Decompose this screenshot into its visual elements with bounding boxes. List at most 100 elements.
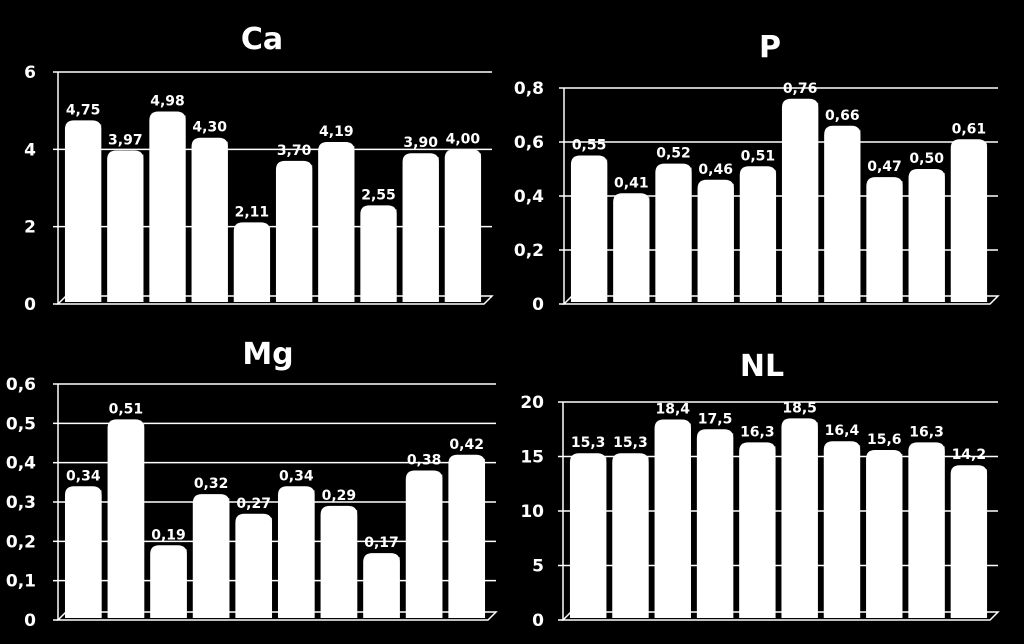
nl-tick-label: 20 (520, 393, 544, 413)
ca-bar (233, 222, 271, 302)
mg-bar (150, 545, 187, 618)
p-value-label: 0,47 (867, 159, 902, 175)
ca-value-label: 4,30 (192, 120, 227, 136)
mg-tick-label: 0,4 (6, 454, 36, 474)
mg-floor (56, 611, 498, 621)
ca-bar (64, 120, 102, 302)
p-bar (908, 169, 945, 302)
nl-value-label: 16,3 (740, 424, 775, 440)
nl-value-label: 16,3 (909, 424, 944, 440)
p-value-label: 0,52 (656, 146, 691, 162)
mg-value-label: 0,38 (407, 453, 442, 469)
nl-bar (908, 442, 945, 618)
mg-value-label: 0,34 (279, 468, 314, 484)
nl-tick-label: 10 (520, 502, 544, 522)
mg-bar (363, 553, 400, 618)
ca-bar (318, 141, 355, 302)
ca-chart-panel: Ca 0 2 4 6 4,75 3,97 4,98 4,30 2,11 3,70 4,19 2,55 3… (24, 22, 494, 315)
p-value-label: 0,50 (909, 151, 944, 167)
mg-value-label: 0,34 (66, 468, 101, 484)
mg-bar (192, 494, 230, 618)
nl-value-label: 14,2 (952, 447, 987, 463)
ca-tick-label: 6 (24, 63, 36, 83)
nl-value-label: 18,5 (782, 400, 817, 416)
mg-value-label: 0,51 (109, 401, 144, 417)
mg-tick-label: 0,1 (6, 572, 36, 592)
nl-bar (950, 465, 988, 618)
mg-bar (235, 513, 273, 618)
mg-bar (448, 454, 486, 618)
nl-value-label: 15,6 (867, 432, 902, 448)
p-tick-label: 0 (532, 295, 544, 315)
p-bar (613, 193, 650, 302)
ca-value-label: 3,90 (403, 135, 438, 151)
ca-floor (56, 295, 494, 305)
nl-value-label: 15,3 (571, 435, 606, 451)
mg-chart-title: Mg (242, 337, 293, 372)
nl-bar (612, 453, 649, 618)
p-bar (781, 98, 819, 302)
p-bar (739, 166, 777, 302)
mg-tick-label: 0,6 (6, 375, 36, 395)
nl-bar (654, 419, 691, 618)
ca-value-label: 3,97 (108, 132, 143, 148)
nl-floor (561, 611, 1000, 621)
p-tick-label: 0,2 (514, 241, 544, 261)
p-tick-label: 0,6 (514, 133, 544, 153)
nl-tick-label: 5 (532, 557, 544, 577)
p-value-label: 0,51 (741, 148, 776, 164)
p-tick-label: 0,4 (514, 187, 544, 207)
nl-bar (569, 453, 607, 618)
p-value-label: 0,41 (614, 175, 649, 191)
p-bar (824, 125, 861, 302)
ca-bar (275, 160, 313, 302)
p-value-label: 0,66 (825, 108, 860, 124)
nl-chart-panel: NL 0 5 10 15 20 15,3 15,3 18,4 17,5 16,3 18,5 16,4 1… (520, 349, 1000, 631)
ca-value-label: 4,19 (319, 124, 354, 140)
ca-value-label: 3,70 (277, 143, 312, 159)
nl-value-label: 18,4 (655, 401, 690, 417)
ca-value-label: 4,98 (150, 93, 185, 109)
nl-tick-label: 15 (520, 448, 544, 468)
mg-value-label: 0,42 (449, 437, 484, 453)
mg-value-label: 0,32 (194, 476, 229, 492)
ca-bar (402, 153, 439, 302)
ca-chart-title: Ca (241, 22, 283, 57)
p-bar (655, 163, 692, 302)
p-chart-title: P (759, 30, 781, 65)
mg-tick-label: 0,5 (6, 414, 36, 434)
nl-value-label: 16,4 (825, 423, 860, 439)
ca-value-label: 2,55 (361, 187, 396, 203)
nl-value-label: 17,5 (698, 411, 733, 427)
ca-bar (444, 149, 482, 302)
nl-tick-label: 0 (532, 611, 544, 631)
mg-bar (320, 505, 358, 618)
p-bar (866, 177, 903, 302)
ca-tick-label: 2 (24, 218, 36, 238)
ca-value-label: 4,00 (446, 131, 481, 147)
ca-bar (191, 137, 228, 302)
mg-value-label: 0,27 (236, 496, 271, 512)
p-bar (950, 139, 988, 302)
p-value-label: 0,76 (783, 81, 818, 97)
nl-bar (781, 418, 818, 618)
nl-value-label: 15,3 (613, 435, 648, 451)
ca-value-label: 2,11 (235, 204, 270, 220)
nl-chart-title: NL (740, 349, 784, 384)
mg-value-label: 0,17 (364, 535, 399, 551)
p-value-label: 0,46 (698, 162, 733, 178)
p-floor (562, 295, 1000, 305)
p-value-label: 0,61 (952, 121, 987, 137)
nl-bar (866, 449, 903, 618)
mg-chart-panel: Mg 0 0,1 0,2 0,3 0,4 0,5 0,6 0,34 0,51 0,19 0,32 0,… (6, 337, 498, 631)
p-tick-label: 0,8 (514, 79, 544, 99)
p-chart-panel: P 0 0,2 0,4 0,6 0,8 0,55 0,41 0,52 0,46 0,51 0,76 0… (514, 30, 1000, 315)
mg-bar (107, 419, 145, 618)
ca-tick-label: 0 (24, 295, 36, 315)
nl-bar (823, 441, 861, 618)
ca-value-label: 4,75 (66, 102, 101, 118)
ca-bar (107, 150, 144, 302)
p-bar (570, 155, 608, 302)
nl-bar (739, 442, 776, 618)
